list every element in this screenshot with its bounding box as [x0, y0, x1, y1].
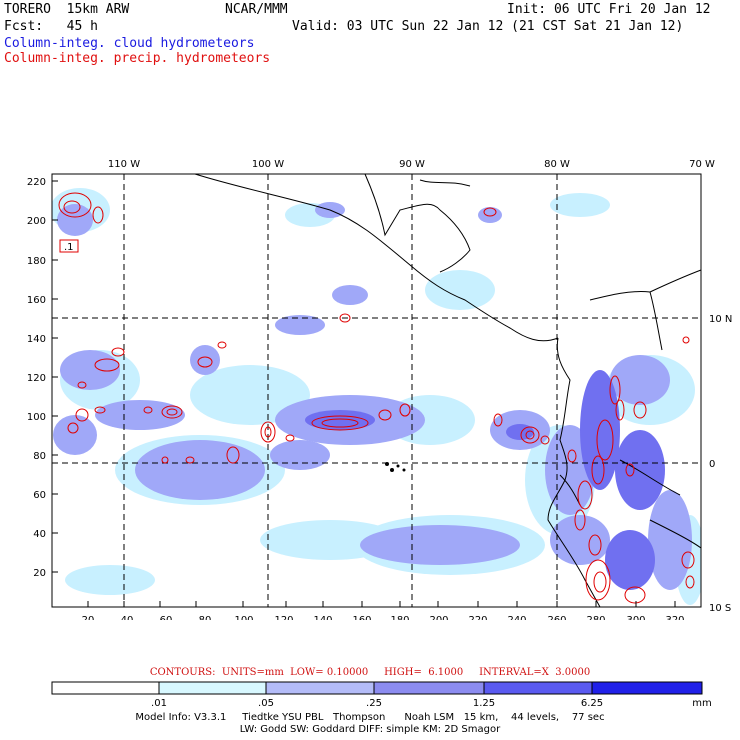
x-tick-label: 320	[665, 615, 684, 620]
field-cloud-label: Column-integ. cloud hydrometeors	[4, 36, 255, 51]
y-axis-labels: 220 200 180 160 140 120 100 80 60 40 20	[27, 177, 46, 579]
cloud-hydrometeor-fill	[52, 188, 701, 605]
x-tick-label: 240	[507, 615, 526, 620]
coastlines	[194, 173, 702, 608]
x-tick-label: 20	[82, 615, 95, 620]
lon-label: 80 W	[544, 159, 570, 170]
y-tick-label: 180	[27, 256, 46, 267]
y-tick-label: 20	[33, 568, 46, 579]
y-tick-label: 160	[27, 295, 46, 306]
model-title: TORERO 15km ARW	[4, 2, 130, 17]
plot-frame	[51, 173, 702, 608]
y-tick-label: 220	[27, 177, 46, 188]
x-tick-label: 80	[199, 615, 212, 620]
x-axis-labels: 20 40 60 80 100 120 140 160 180 200 220 …	[82, 615, 685, 620]
x-tick-label: 260	[547, 615, 566, 620]
init-time: Init: 06 UTC Fri 20 Jan 12	[507, 2, 711, 17]
y-tick-label: 60	[33, 490, 46, 501]
lon-label: 100 W	[252, 159, 284, 170]
y-tick-label: 200	[27, 216, 46, 227]
y-tick-label: 100	[27, 412, 46, 423]
galapagos-islands	[385, 462, 406, 472]
legend-swatch	[51, 681, 160, 695]
organization-label: NCAR/MMM	[225, 2, 288, 17]
x-tick-label: 200	[429, 615, 448, 620]
x-tick-label: 120	[274, 615, 293, 620]
x-tick-label: 300	[626, 615, 645, 620]
legend-tick: .25	[366, 698, 382, 709]
legend-tick: .05	[258, 698, 274, 709]
x-tick-label: 60	[160, 615, 173, 620]
legend-swatch	[373, 681, 485, 695]
legend-swatch	[158, 681, 267, 695]
y-axis-ticks	[52, 180, 58, 573]
lon-label: 90 W	[399, 159, 425, 170]
lat-label: 10 N	[709, 314, 732, 325]
model-info-line1: Model Info: V3.3.1 Tiedtke YSU PBL Thomp…	[135, 712, 605, 723]
lon-label: 70 W	[689, 159, 715, 170]
lon-label: 110 W	[108, 159, 140, 170]
contour-value-label: .1	[64, 242, 74, 253]
legend-tick: 1.25	[473, 698, 495, 709]
legend-swatch	[265, 681, 375, 695]
legend-swatch	[483, 681, 593, 695]
x-tick-label: 140	[313, 615, 332, 620]
valid-time: Valid: 03 UTC Sun 22 Jan 12 (21 CST Sat …	[292, 19, 684, 34]
y-tick-label: 80	[33, 451, 46, 462]
lat-label: 10 S	[709, 603, 731, 614]
longitude-labels: 110 W 100 W 90 W 80 W 70 W	[108, 159, 715, 170]
field-precip-label: Column-integ. precip. hydrometeors	[4, 51, 271, 66]
legend-tick: .01	[151, 698, 167, 709]
color-legend: .01 .05 .25 1.25 6.25 mm	[51, 681, 712, 709]
lat-label: 0	[709, 459, 715, 470]
x-tick-label: 40	[121, 615, 134, 620]
latitude-labels: 10 N 0 10 S	[709, 314, 732, 614]
model-info-line2: LW: Godd SW: Goddard DIFF: simple KM: 2D…	[239, 724, 501, 735]
x-tick-label: 220	[468, 615, 487, 620]
y-tick-label: 140	[27, 334, 46, 345]
x-tick-label: 160	[352, 615, 371, 620]
map-plot: .1 220 200 180 160 140 120 100 80 60 40 …	[27, 159, 732, 620]
x-tick-label: 100	[234, 615, 253, 620]
y-tick-label: 120	[27, 373, 46, 384]
legend-tick: 6.25	[581, 698, 603, 709]
x-axis-ticks	[87, 601, 676, 607]
precip-hydrometeor-contours	[58, 192, 695, 604]
y-tick-label: 40	[33, 529, 46, 540]
legend-swatch	[591, 681, 703, 695]
contours-info: CONTOURS: UNITS=mm LOW= 0.10000 HIGH= 6.…	[149, 667, 591, 678]
x-tick-label: 180	[390, 615, 409, 620]
legend-unit: mm	[692, 698, 711, 709]
forecast-hour: Fcst: 45 h	[4, 19, 98, 34]
x-tick-label: 280	[586, 615, 605, 620]
